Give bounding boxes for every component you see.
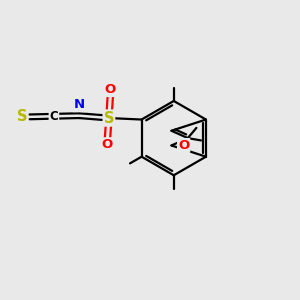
Text: O: O xyxy=(105,83,116,96)
Text: O: O xyxy=(102,138,113,151)
Text: S: S xyxy=(104,110,114,125)
Text: C: C xyxy=(50,110,58,123)
Text: N: N xyxy=(74,98,85,111)
Text: O: O xyxy=(178,139,189,152)
Text: S: S xyxy=(17,110,27,124)
